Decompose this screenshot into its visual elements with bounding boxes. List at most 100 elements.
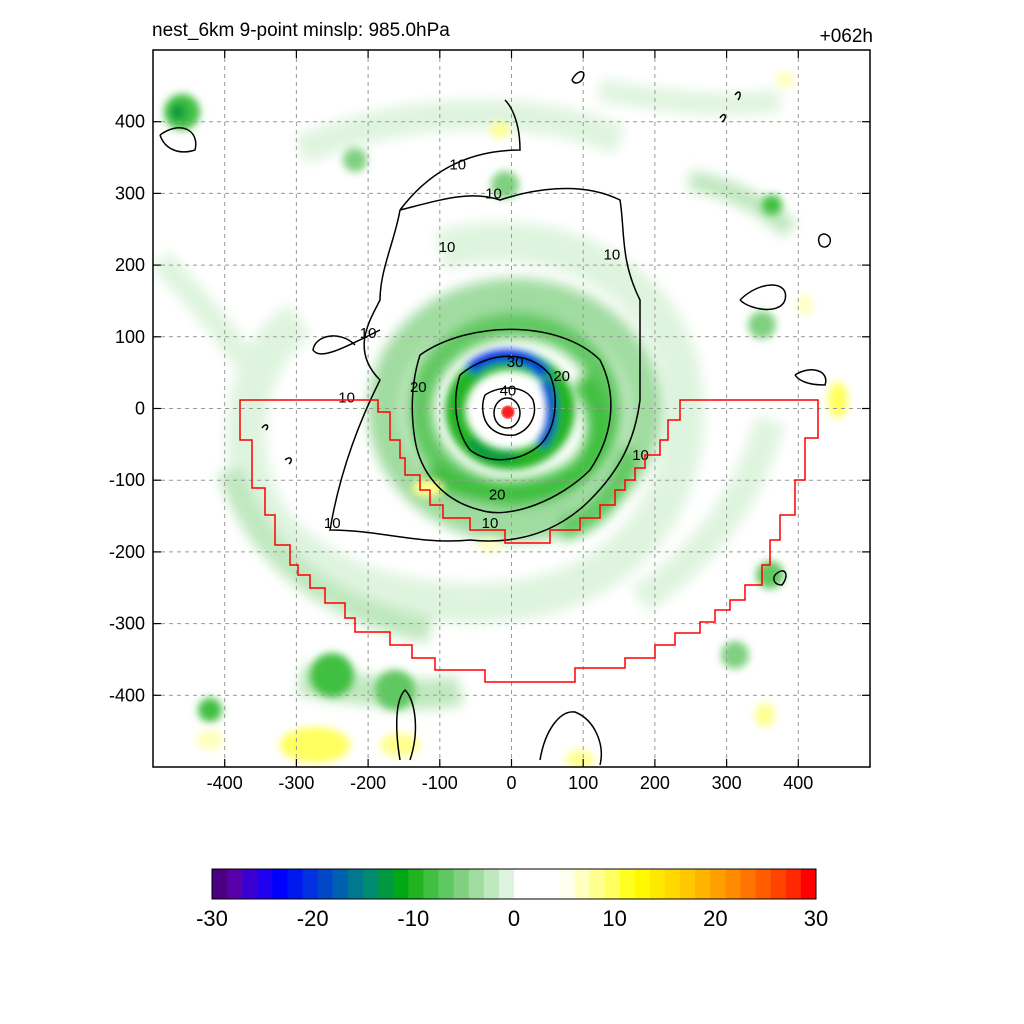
contour-label: 10 bbox=[338, 390, 355, 407]
contour-20 bbox=[411, 328, 612, 514]
colorbar-tick-label: 20 bbox=[703, 906, 727, 931]
contour-lines bbox=[159, 71, 832, 766]
colorbar-swatch bbox=[287, 869, 304, 899]
contour-label: 30 bbox=[507, 354, 524, 371]
colorbar-swatch bbox=[559, 869, 575, 899]
colorbar-swatch bbox=[785, 869, 802, 899]
storm-center-marker bbox=[501, 405, 515, 419]
colorbar-swatch bbox=[680, 869, 696, 899]
colorbar-swatch bbox=[347, 869, 364, 899]
colorbar-swatch bbox=[483, 869, 500, 899]
contour-10-west bbox=[312, 329, 381, 355]
y-tick-label: 100 bbox=[115, 327, 145, 347]
colorbar-swatch bbox=[604, 869, 621, 899]
contour-30 bbox=[454, 355, 556, 461]
x-tick-label: 0 bbox=[506, 773, 516, 793]
contour-south-1 bbox=[395, 688, 417, 761]
colorbar-swatch bbox=[529, 869, 545, 899]
chart-title: nest_6km 9-point minslp: 985.0hPa bbox=[152, 20, 450, 41]
y-tick-label: -200 bbox=[109, 542, 145, 562]
contour-label: 10 bbox=[360, 325, 377, 342]
colorbar-swatch bbox=[695, 869, 711, 899]
y-tick-label: -300 bbox=[109, 614, 145, 634]
colorbar-swatch bbox=[589, 869, 606, 899]
colorbar-swatch bbox=[665, 869, 681, 899]
contour-label: 20 bbox=[489, 487, 506, 504]
colorbar-swatch bbox=[619, 869, 636, 899]
colorbar-swatch bbox=[332, 869, 349, 899]
colorbar-swatch bbox=[408, 869, 424, 899]
contour-north-3 bbox=[719, 113, 727, 123]
x-tick-label: 200 bbox=[640, 773, 670, 793]
colorbar-swatch bbox=[544, 869, 560, 899]
colorbar-labels: -30 -20 -10 0 10 20 30 bbox=[196, 906, 828, 931]
colorbar-swatch bbox=[272, 869, 288, 899]
colorbar-swatch bbox=[378, 869, 394, 899]
y-tick-label: -100 bbox=[109, 470, 145, 490]
colorbar-swatch bbox=[468, 869, 485, 899]
contour-label: 10 bbox=[485, 185, 502, 202]
colorbar-tick-label: 10 bbox=[602, 906, 626, 931]
contour-label: 10 bbox=[604, 246, 621, 263]
red-boundary bbox=[239, 399, 819, 683]
contour-nw bbox=[159, 127, 197, 153]
contour-east-2 bbox=[739, 284, 787, 311]
contour-label: 10 bbox=[449, 157, 466, 174]
colorbar-tick-label: 0 bbox=[508, 906, 520, 931]
colorbar bbox=[211, 868, 817, 900]
contour-40 bbox=[481, 387, 536, 436]
colorbar-swatch bbox=[725, 869, 741, 899]
shaded-field bbox=[153, 50, 870, 767]
colorbar-swatch bbox=[302, 869, 319, 899]
colorbar-swatch bbox=[634, 869, 651, 899]
colorbar-swatch bbox=[227, 869, 243, 899]
contour-inner bbox=[493, 397, 521, 429]
colorbar-swatch bbox=[242, 869, 258, 899]
contour-east-4 bbox=[773, 570, 787, 586]
x-tick-label: -200 bbox=[350, 773, 386, 793]
colorbar-tick-label: -10 bbox=[397, 906, 429, 931]
colorbar-swatch bbox=[453, 869, 470, 899]
contour-east-3 bbox=[794, 369, 827, 386]
colorbar-swatch bbox=[514, 869, 530, 899]
forecast-hour-label: +062h bbox=[819, 26, 873, 47]
contour-10 bbox=[329, 99, 641, 542]
contour-label: 10 bbox=[482, 515, 499, 532]
y-axis: 400 300 200 100 0 -100 -200 -300 -400 bbox=[109, 112, 870, 705]
colorbar-swatch bbox=[423, 869, 439, 899]
contour-south-2 bbox=[539, 711, 602, 766]
colorbar-swatch bbox=[393, 869, 409, 899]
contour-north-1 bbox=[571, 71, 585, 84]
contour-north-2 bbox=[734, 91, 741, 101]
colorbar-swatch bbox=[755, 869, 772, 899]
colorbar-swatch bbox=[800, 869, 817, 899]
contour-label: 20 bbox=[410, 379, 427, 396]
contour-small-2 bbox=[284, 457, 292, 465]
y-tick-label: 400 bbox=[115, 112, 145, 132]
colorbar-swatch bbox=[710, 869, 726, 899]
x-tick-label: -400 bbox=[207, 773, 243, 793]
contour-small-1 bbox=[261, 424, 269, 431]
colorbar-frame bbox=[211, 868, 817, 900]
x-tick-label: 100 bbox=[568, 773, 598, 793]
y-tick-label: 200 bbox=[115, 255, 145, 275]
contour-label: 10 bbox=[324, 515, 341, 532]
colorbar-swatch bbox=[740, 869, 757, 899]
colorbar-swatch bbox=[649, 869, 666, 899]
colorbar-swatch bbox=[498, 869, 515, 899]
colorbar-swatch bbox=[770, 869, 787, 899]
colorbar-swatch bbox=[574, 869, 590, 899]
x-tick-label: -100 bbox=[422, 773, 458, 793]
x-tick-label: -300 bbox=[278, 773, 314, 793]
y-tick-label: -400 bbox=[109, 685, 145, 705]
colorbar-tick-label: -20 bbox=[297, 906, 329, 931]
contour-label: 20 bbox=[553, 368, 570, 385]
colorbar-swatch bbox=[363, 869, 379, 899]
x-tick-label: 400 bbox=[783, 773, 813, 793]
colorbar-swatch bbox=[438, 869, 455, 899]
contour-label: 40 bbox=[500, 383, 517, 400]
contour-label: 10 bbox=[439, 239, 456, 256]
